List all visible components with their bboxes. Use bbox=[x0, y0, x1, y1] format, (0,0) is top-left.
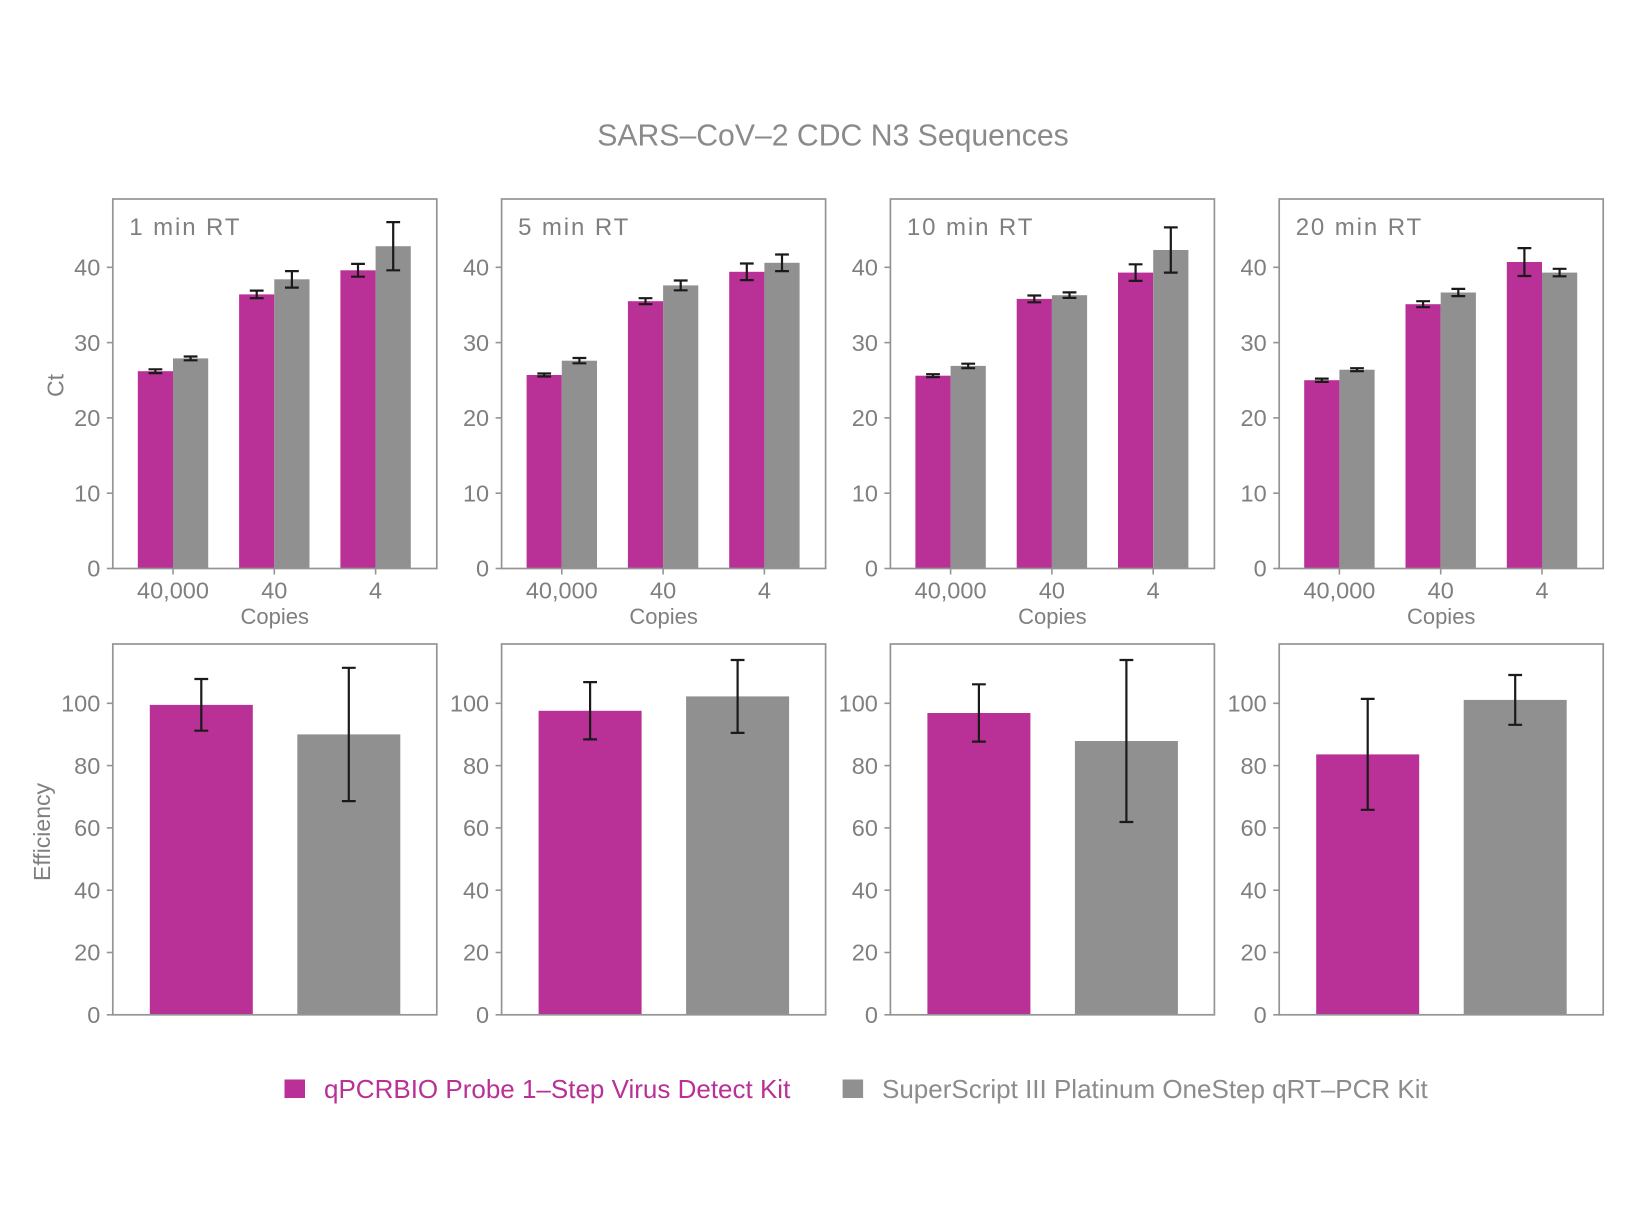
svg-text:20: 20 bbox=[463, 940, 489, 966]
svg-text:40,000: 40,000 bbox=[915, 577, 987, 603]
svg-text:40: 40 bbox=[1428, 577, 1454, 603]
svg-text:40: 40 bbox=[463, 255, 489, 281]
svg-text:60: 60 bbox=[74, 815, 100, 841]
svg-text:40: 40 bbox=[1241, 877, 1267, 903]
svg-text:5 min RT: 5 min RT bbox=[518, 214, 630, 241]
svg-text:80: 80 bbox=[1241, 753, 1267, 779]
svg-text:20: 20 bbox=[1241, 405, 1267, 431]
svg-text:SARS–CoV–2 CDC N3 Sequences: SARS–CoV–2 CDC N3 Sequences bbox=[597, 120, 1069, 153]
svg-text:0: 0 bbox=[87, 1002, 100, 1028]
svg-text:0: 0 bbox=[865, 556, 878, 582]
svg-text:1 min RT: 1 min RT bbox=[129, 214, 241, 241]
svg-text:0: 0 bbox=[865, 1002, 878, 1028]
svg-text:4: 4 bbox=[758, 577, 771, 603]
svg-text:40,000: 40,000 bbox=[137, 577, 209, 603]
svg-text:40: 40 bbox=[852, 877, 878, 903]
svg-text:0: 0 bbox=[1254, 1002, 1267, 1028]
svg-text:SuperScript III Platinum OneSt: SuperScript III Platinum OneStep qRT–PCR… bbox=[882, 1074, 1429, 1104]
svg-text:10: 10 bbox=[74, 480, 100, 506]
svg-text:40: 40 bbox=[852, 255, 878, 281]
svg-text:80: 80 bbox=[852, 753, 878, 779]
svg-text:40: 40 bbox=[1241, 255, 1267, 281]
svg-text:4: 4 bbox=[1535, 577, 1548, 603]
svg-text:Copies: Copies bbox=[241, 604, 309, 629]
svg-text:0: 0 bbox=[476, 556, 489, 582]
svg-text:0: 0 bbox=[476, 1002, 489, 1028]
svg-text:0: 0 bbox=[1254, 556, 1267, 582]
svg-text:40: 40 bbox=[261, 577, 287, 603]
svg-text:40,000: 40,000 bbox=[1303, 577, 1375, 603]
svg-text:20: 20 bbox=[74, 405, 100, 431]
svg-text:10: 10 bbox=[463, 480, 489, 506]
svg-text:40: 40 bbox=[74, 877, 100, 903]
svg-text:40,000: 40,000 bbox=[526, 577, 598, 603]
svg-text:Copies: Copies bbox=[629, 604, 697, 629]
svg-text:20: 20 bbox=[1241, 940, 1267, 966]
svg-text:Ct: Ct bbox=[43, 373, 69, 397]
svg-text:4: 4 bbox=[1147, 577, 1160, 603]
svg-text:30: 30 bbox=[74, 330, 100, 356]
svg-text:20: 20 bbox=[852, 940, 878, 966]
svg-text:100: 100 bbox=[1227, 691, 1266, 717]
svg-text:10: 10 bbox=[1241, 480, 1267, 506]
svg-text:30: 30 bbox=[1241, 330, 1267, 356]
svg-text:10: 10 bbox=[852, 480, 878, 506]
svg-text:10 min RT: 10 min RT bbox=[907, 214, 1034, 241]
svg-text:20: 20 bbox=[74, 940, 100, 966]
svg-text:60: 60 bbox=[1241, 815, 1267, 841]
svg-text:100: 100 bbox=[839, 691, 878, 717]
svg-text:80: 80 bbox=[74, 753, 100, 779]
svg-text:100: 100 bbox=[61, 691, 100, 717]
svg-text:40: 40 bbox=[74, 255, 100, 281]
svg-text:30: 30 bbox=[463, 330, 489, 356]
svg-text:Efficiency: Efficiency bbox=[29, 782, 55, 881]
svg-text:20: 20 bbox=[852, 405, 878, 431]
svg-text:20: 20 bbox=[463, 405, 489, 431]
svg-text:20 min RT: 20 min RT bbox=[1296, 214, 1423, 241]
svg-text:qPCRBIO Probe 1–Step Virus Det: qPCRBIO Probe 1–Step Virus Detect Kit bbox=[324, 1074, 791, 1104]
svg-text:0: 0 bbox=[87, 556, 100, 582]
svg-text:Copies: Copies bbox=[1018, 604, 1086, 629]
svg-text:40: 40 bbox=[650, 577, 676, 603]
svg-text:Copies: Copies bbox=[1407, 604, 1475, 629]
svg-text:60: 60 bbox=[852, 815, 878, 841]
svg-text:80: 80 bbox=[463, 753, 489, 779]
svg-text:40: 40 bbox=[1039, 577, 1065, 603]
svg-text:4: 4 bbox=[369, 577, 382, 603]
svg-text:60: 60 bbox=[463, 815, 489, 841]
svg-text:100: 100 bbox=[450, 691, 489, 717]
svg-text:40: 40 bbox=[463, 877, 489, 903]
svg-text:30: 30 bbox=[852, 330, 878, 356]
